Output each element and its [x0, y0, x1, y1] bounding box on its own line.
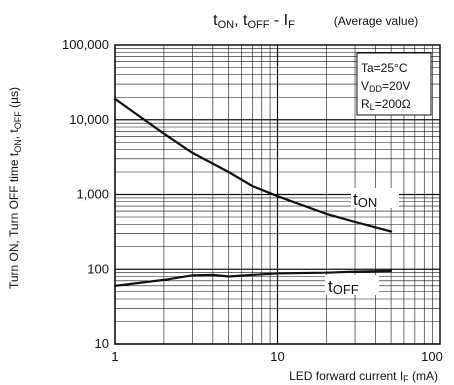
conditions-box: Ta=25°C VDD=20V RL=200Ω: [356, 52, 432, 116]
x-axis-title: LED forward current IF (mA): [289, 369, 438, 384]
series-line-toff: [113, 269, 393, 287]
condition-vdd: VDD=20V: [361, 79, 410, 94]
condition-ta: Ta=25°C: [361, 61, 408, 75]
chart-title: tON, tOFF - IF: [213, 12, 295, 31]
chart-subtitle: (Average value): [334, 14, 419, 28]
x-axis-label: LED forward current IF (mA): [289, 369, 438, 384]
x-tick-label: 10: [270, 349, 284, 364]
y-tick-labels: 10 100 1,000 10,000 100,000: [62, 37, 109, 351]
y-axis-title: Turn ON, Turn OFF time tON, tOFF (µs): [7, 87, 23, 289]
y-axis-label: Turn ON, Turn OFF time tON, tOFF (µs): [7, 87, 23, 289]
plot-frame: [114, 44, 441, 345]
x-tick-label: 100: [421, 349, 443, 364]
y-tick-label: 100: [87, 261, 109, 276]
x-tick-label: 1: [111, 349, 118, 364]
series-label-ton-group: tON: [351, 188, 399, 210]
series-label-toff-bg: [325, 275, 379, 295]
y-tick-label: 1,000: [76, 187, 109, 202]
series-lines: [113, 97, 393, 287]
title-sub-off: OFF: [247, 19, 269, 31]
condition-rl: RL=200Ω: [361, 97, 411, 112]
series-label-toff: tOFF: [328, 277, 359, 297]
y-tick-label: 10,000: [69, 112, 109, 127]
title-sub-if: F: [288, 19, 295, 31]
conditions-box-frame: [356, 52, 432, 116]
series-label-toff-group: tOFF: [325, 275, 379, 297]
y-tick-label: 10: [95, 336, 109, 351]
title-sub-on: ON: [218, 19, 235, 31]
series-label-ton: tON: [353, 190, 377, 210]
y-tick-label: 100,000: [62, 37, 109, 52]
series-label-ton-bg: [351, 188, 399, 208]
x-tick-labels: 1 10 100: [111, 349, 442, 364]
title: tON, tOFF - IF (Average value): [213, 12, 418, 31]
series-line-ton: [113, 97, 393, 233]
